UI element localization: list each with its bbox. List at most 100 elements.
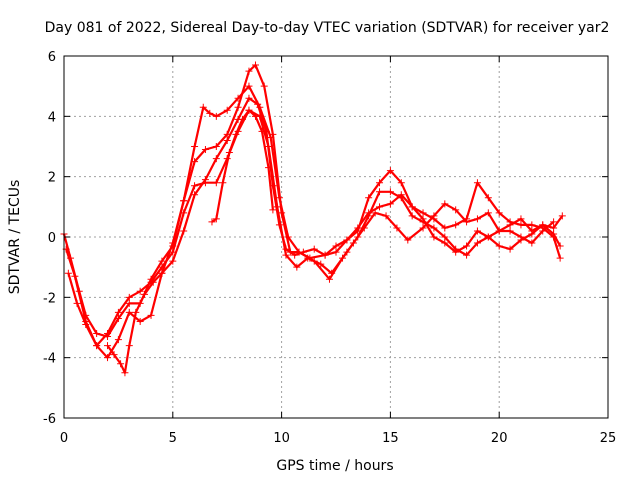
data-point [539,221,547,229]
y-tick-label: 2 [48,171,56,186]
data-point [125,342,133,350]
x-axis-label: GPS time / hours [276,458,393,474]
data-point [360,224,368,232]
data-point [254,100,262,108]
data-point [212,112,220,120]
data-point [473,227,481,235]
data-point [310,245,318,253]
data-point [517,221,525,229]
data-point [275,221,283,229]
data-point [556,254,564,262]
data-point [284,233,292,241]
data-point [245,82,253,90]
data-point [343,236,351,244]
data-point [275,194,283,202]
data-point [180,197,188,205]
data-point [169,257,177,265]
data-point [114,308,122,316]
data-point [73,299,81,307]
data-point [550,230,558,238]
data-point [293,263,301,271]
data-point [430,212,438,220]
data-point [550,224,558,232]
data-point [82,320,90,328]
data-point [232,130,240,138]
data-point [267,133,275,141]
data-point [245,106,253,114]
x-tick-label: 20 [491,431,508,446]
data-point [506,227,514,235]
data-point [158,269,166,277]
data-point [393,224,401,232]
data-point [495,227,503,235]
data-point [539,227,547,235]
data-point [93,330,101,338]
data-point [265,164,273,172]
data-point [550,218,558,226]
data-point [332,248,340,256]
data-point [136,287,144,295]
data-point [332,242,340,250]
data-point [125,308,133,316]
data-point [528,239,536,247]
data-point [121,369,129,377]
data-point [463,251,471,259]
data-point [321,251,329,259]
data-point [376,203,384,211]
data-point [495,242,503,250]
data-point [269,206,277,214]
series-track-5 [208,106,277,226]
x-tick-label: 10 [273,431,290,446]
data-point [404,236,412,244]
y-tick-label: 6 [48,50,56,65]
data-point [180,227,188,235]
data-point [506,221,514,229]
data-point [473,215,481,223]
x-tick-label: 15 [382,431,399,446]
data-point [463,242,471,250]
data-point [191,182,199,190]
data-point [419,224,427,232]
data-point [291,251,299,259]
series-track-4 [104,94,566,377]
data-point [430,233,438,241]
data-point [114,336,122,344]
data-point [528,230,536,238]
data-point [158,257,166,265]
data-point [517,215,525,223]
y-tick-label: 0 [48,231,56,246]
data-point [441,200,449,208]
data-point [452,221,460,229]
y-tick-label: -6 [43,412,56,427]
y-tick-label: -2 [43,291,56,306]
data-point [365,209,373,217]
data-point [349,239,357,247]
data-point [125,293,133,301]
data-point [201,146,209,154]
data-point [64,269,72,277]
data-point [441,224,449,232]
series-line [106,97,564,374]
axis-ticks: 0 5 10 15 20 25 -6 -4 -2 0 2 4 6 [43,50,616,446]
data-point [141,290,149,298]
data-point [484,233,492,241]
data-point [484,209,492,217]
y-tick-label: 4 [48,110,56,125]
data-point [365,194,373,202]
data-point [212,215,220,223]
data-point [484,194,492,202]
data-point [201,176,209,184]
chart-title: Day 081 of 2022, Sidereal Day-to-day VTE… [45,20,610,36]
data-point [528,221,536,229]
data-point [125,299,133,307]
data-point [260,82,268,90]
data-point [219,179,227,187]
data-point [191,191,199,199]
data-point [282,251,290,259]
data-point [136,317,144,325]
data-point [223,106,231,114]
data-point [208,218,216,226]
data-point [386,167,394,175]
